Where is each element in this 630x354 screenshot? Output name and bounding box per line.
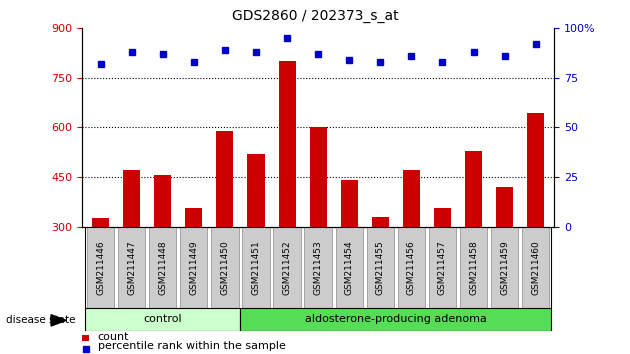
FancyBboxPatch shape [304,227,332,308]
Bar [434,209,451,227]
FancyBboxPatch shape [180,227,207,308]
Text: GSM211459: GSM211459 [500,240,509,295]
Bar [216,131,234,227]
Bar [82,335,89,341]
FancyBboxPatch shape [491,227,518,308]
Bar [496,187,513,227]
Bar [241,308,551,331]
FancyBboxPatch shape [429,227,456,308]
Text: count: count [98,332,129,342]
Text: aldosterone-producing adenoma: aldosterone-producing adenoma [305,314,487,325]
FancyBboxPatch shape [336,227,363,308]
Text: GSM211452: GSM211452 [283,240,292,295]
Bar [185,209,202,227]
FancyBboxPatch shape [273,227,301,308]
FancyBboxPatch shape [522,227,549,308]
Text: GSM211458: GSM211458 [469,240,478,295]
FancyBboxPatch shape [118,227,146,308]
Bar [92,218,109,227]
FancyBboxPatch shape [460,227,487,308]
Bar [309,127,327,227]
Text: GSM211448: GSM211448 [158,240,167,295]
Bar [465,150,482,227]
Text: GSM211456: GSM211456 [407,240,416,295]
FancyBboxPatch shape [149,227,176,308]
Bar [278,61,295,227]
Text: GSM211446: GSM211446 [96,240,105,295]
Text: percentile rank within the sample: percentile rank within the sample [98,341,285,351]
FancyBboxPatch shape [211,227,239,308]
Text: GSM211457: GSM211457 [438,240,447,295]
Text: GDS2860 / 202373_s_at: GDS2860 / 202373_s_at [232,9,398,23]
FancyBboxPatch shape [367,227,394,308]
FancyBboxPatch shape [398,227,425,308]
Text: GSM211449: GSM211449 [189,240,198,295]
Polygon shape [51,315,66,326]
Bar [527,113,544,227]
Text: control: control [144,314,182,325]
Text: GSM211451: GSM211451 [251,240,260,295]
Text: GSM211454: GSM211454 [345,240,353,295]
Bar [154,175,171,227]
Text: GSM211450: GSM211450 [220,240,229,295]
Bar [85,308,241,331]
FancyBboxPatch shape [87,227,114,308]
Bar [403,170,420,227]
Text: GSM211447: GSM211447 [127,240,136,295]
Bar [123,170,140,227]
Text: disease state: disease state [6,315,76,325]
FancyBboxPatch shape [243,227,270,308]
Text: GSM211455: GSM211455 [376,240,385,295]
Bar [372,217,389,227]
Text: GSM211453: GSM211453 [314,240,323,295]
Bar [248,154,265,227]
Text: GSM211460: GSM211460 [531,240,541,295]
Bar [341,180,358,227]
